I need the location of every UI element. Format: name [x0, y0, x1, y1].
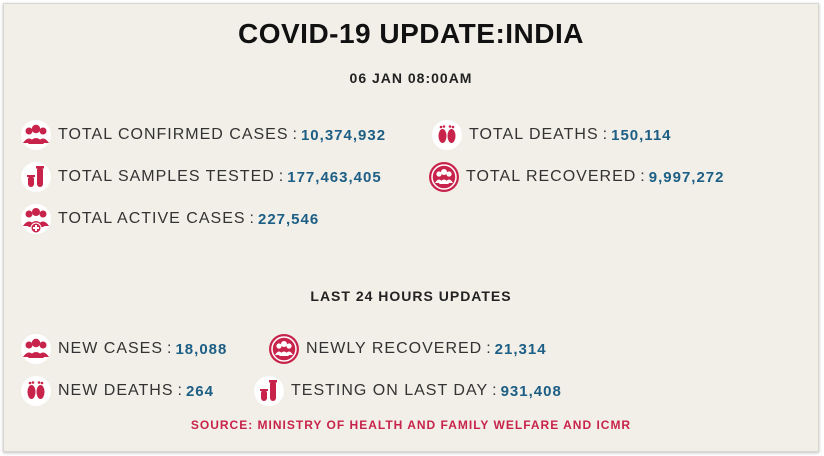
last-24-hours-heading: LAST 24 HOURS UPDATES [310, 288, 512, 304]
stat-label: NEW DEATHS [58, 382, 174, 399]
stat-value: 177,463,405 [287, 168, 382, 186]
stat-total-deaths: TOTAL DEATHS : 150,114 [431, 118, 672, 152]
stat-value: 931,408 [500, 382, 562, 400]
source-note: SOURCE: MINISTRY OF HEALTH AND FAMILY WE… [190, 418, 632, 432]
stat-value: 9,997,272 [648, 168, 725, 186]
stat-value: 18,088 [175, 340, 228, 358]
stat-new-deaths: NEW DEATHS : 264 [20, 374, 214, 408]
footprints-icon [20, 375, 52, 407]
stat-total-tested: TOTAL SAMPLES TESTED : 177,463,405 [20, 160, 382, 194]
stat-label: TOTAL SAMPLES TESTED [58, 168, 275, 185]
stat-value: 10,374,932 [300, 126, 387, 144]
stat-label: TOTAL DEATHS [469, 126, 599, 143]
footprints-icon [431, 119, 463, 151]
recovered-group-icon [268, 333, 300, 365]
test-tube-icon [20, 161, 52, 193]
stat-label: NEW CASES [58, 340, 164, 357]
stat-label: TOTAL RECOVERED [466, 168, 637, 185]
stat-newly-recovered: NEWLY RECOVERED : 21,314 [268, 332, 547, 366]
stat-label: TOTAL ACTIVE CASES [58, 210, 246, 227]
stat-label: TESTING ON LAST DAY [291, 382, 489, 399]
stat-total-confirmed: TOTAL CONFIRMED CASES : 10,374,932 [20, 118, 386, 152]
stat-value: 227,546 [257, 210, 320, 228]
stat-value: 150,114 [611, 126, 672, 144]
stat-new-cases: NEW CASES : 18,088 [20, 332, 227, 366]
test-tube-icon [253, 375, 285, 407]
stat-label: NEWLY RECOVERED [306, 340, 483, 357]
stat-total-active: TOTAL ACTIVE CASES : 227,546 [20, 202, 319, 236]
stat-value: 21,314 [494, 340, 547, 358]
page-title: COVID-19 UPDATE:INDIA [237, 18, 584, 49]
people-group-icon [20, 333, 52, 365]
stat-total-recovered: TOTAL RECOVERED : 9,997,272 [428, 160, 724, 194]
people-plus-icon [20, 203, 52, 235]
people-group-icon [20, 119, 52, 151]
update-timestamp: 06 JAN 08:00AM [349, 70, 473, 86]
recovered-group-icon [428, 161, 460, 193]
covid-update-card: COVID-19 UPDATE:INDIA 06 JAN 08:00AM TOT… [3, 3, 819, 452]
stat-label: TOTAL CONFIRMED CASES [58, 126, 289, 143]
stat-testing-last-day: TESTING ON LAST DAY : 931,408 [253, 374, 562, 408]
stat-value: 264 [185, 382, 214, 400]
